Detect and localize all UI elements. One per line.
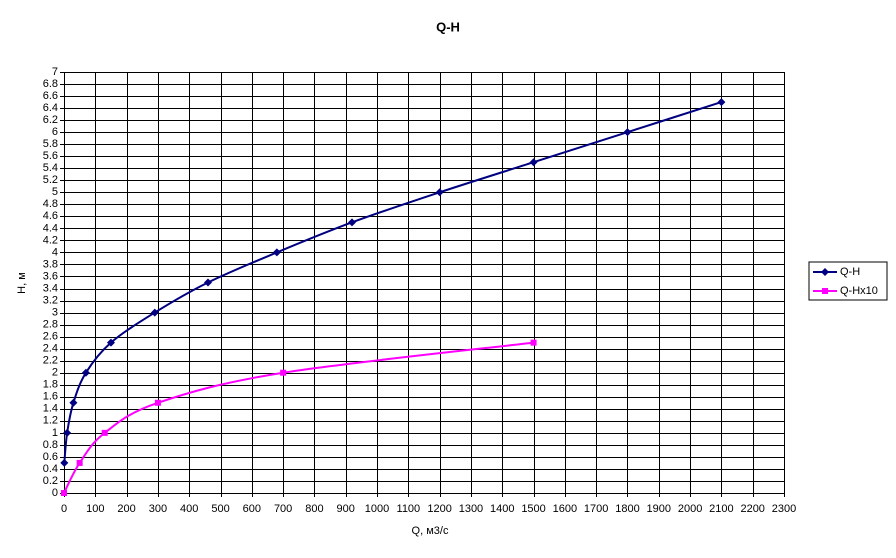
y-tick-label: 0.6	[43, 451, 58, 463]
x-tick-label: 0	[61, 503, 67, 515]
x-tick-label: 500	[211, 503, 229, 515]
x-tick-label: 1600	[553, 503, 577, 515]
y-tick-label: 3.4	[43, 282, 58, 294]
y-tick-label: 4.6	[43, 210, 58, 222]
x-tick-label: 1000	[365, 503, 389, 515]
x-tick-label: 1500	[521, 503, 545, 515]
series-line	[63, 341, 534, 494]
data-point	[63, 428, 72, 437]
data-point	[81, 368, 90, 377]
y-tick-label: 6.8	[43, 78, 58, 90]
y-tick-label: 1.8	[43, 379, 58, 391]
data-point	[435, 188, 444, 197]
y-tick-label: 1.4	[43, 403, 58, 415]
y-tick-label: 2.4	[43, 343, 58, 355]
x-tick-label: 2200	[740, 503, 764, 515]
y-tick-label: 6.2	[43, 114, 58, 126]
y-tick-label: 3.2	[43, 294, 58, 306]
data-point	[154, 399, 161, 406]
data-point	[101, 429, 108, 436]
y-tick-label: 2	[52, 367, 58, 379]
y-tick-label: 5.4	[43, 162, 58, 174]
legend-label: Q-H	[840, 266, 860, 278]
y-tick-label: 5	[52, 186, 58, 198]
x-tick-label: 900	[337, 503, 355, 515]
data-point	[60, 458, 69, 467]
legend-label: Q-Hx10	[840, 285, 878, 297]
y-tick-label: 3.8	[43, 258, 58, 270]
y-tick-label: 5.6	[43, 150, 58, 162]
x-tick-label: 400	[180, 503, 198, 515]
data-point	[69, 398, 78, 407]
data-point	[204, 278, 212, 287]
legend-marker	[821, 268, 829, 276]
x-tick-label: 800	[305, 503, 323, 515]
y-tick-label: 4.8	[43, 198, 58, 210]
chart-title: Q-H	[436, 19, 460, 34]
x-tick-label: 1400	[490, 503, 514, 515]
y-tick-label: 0.4	[43, 463, 58, 475]
y-tick-label: 1	[52, 427, 58, 439]
x-tick-label: 2300	[772, 503, 796, 515]
y-tick-label: 2.6	[43, 331, 58, 343]
y-tick-label: 7	[52, 66, 58, 78]
x-axis-label: Q, м3/с	[412, 525, 449, 537]
x-tick-label: 600	[243, 503, 261, 515]
y-tick-label: 1.2	[43, 415, 58, 427]
data-point	[106, 338, 115, 347]
y-tick-label: 4.2	[43, 234, 58, 246]
data-point	[623, 128, 632, 137]
data-point	[280, 369, 287, 376]
y-tick-label: 4	[52, 246, 58, 258]
data-point	[272, 248, 281, 257]
data-point	[61, 490, 67, 496]
data-point	[76, 459, 83, 466]
data-point	[529, 158, 538, 167]
y-tick-label: 0.2	[43, 475, 58, 487]
x-tick-label: 2100	[709, 503, 733, 515]
y-tick-label: 0	[52, 487, 58, 499]
y-tick-label: 0.8	[43, 439, 58, 451]
y-axis-label: H, м	[16, 272, 28, 294]
x-tick-label: 700	[274, 503, 292, 515]
x-tick-label: 2000	[678, 503, 702, 515]
data-point	[530, 339, 537, 346]
x-tick-label: 1300	[459, 503, 483, 515]
y-tick-label: 6.6	[43, 90, 58, 102]
y-tick-label: 1.6	[43, 391, 58, 403]
x-tick-label: 100	[86, 503, 104, 515]
y-tick-label: 6.4	[43, 102, 58, 114]
y-tick-label: 5.2	[43, 174, 58, 186]
y-tick-label: 5.8	[43, 138, 58, 150]
x-tick-label: 1200	[427, 503, 451, 515]
x-tick-label: 300	[149, 503, 167, 515]
y-tick-label: 2.8	[43, 319, 58, 331]
y-tick-label: 6	[52, 126, 58, 138]
data-point	[717, 98, 726, 107]
x-tick-label: 1900	[647, 503, 671, 515]
y-tick-label: 4.4	[43, 222, 58, 234]
y-tick-label: 2.2	[43, 355, 58, 367]
x-tick-label: 200	[117, 503, 135, 515]
x-tick-label: 1100	[397, 503, 421, 515]
x-tick-label: 1700	[584, 503, 608, 515]
y-tick-label: 3	[52, 306, 58, 318]
data-point	[348, 218, 356, 227]
y-tick-label: 3.6	[43, 270, 58, 282]
legend-marker	[822, 288, 828, 294]
x-tick-label: 1800	[615, 503, 639, 515]
data-point	[150, 308, 159, 317]
